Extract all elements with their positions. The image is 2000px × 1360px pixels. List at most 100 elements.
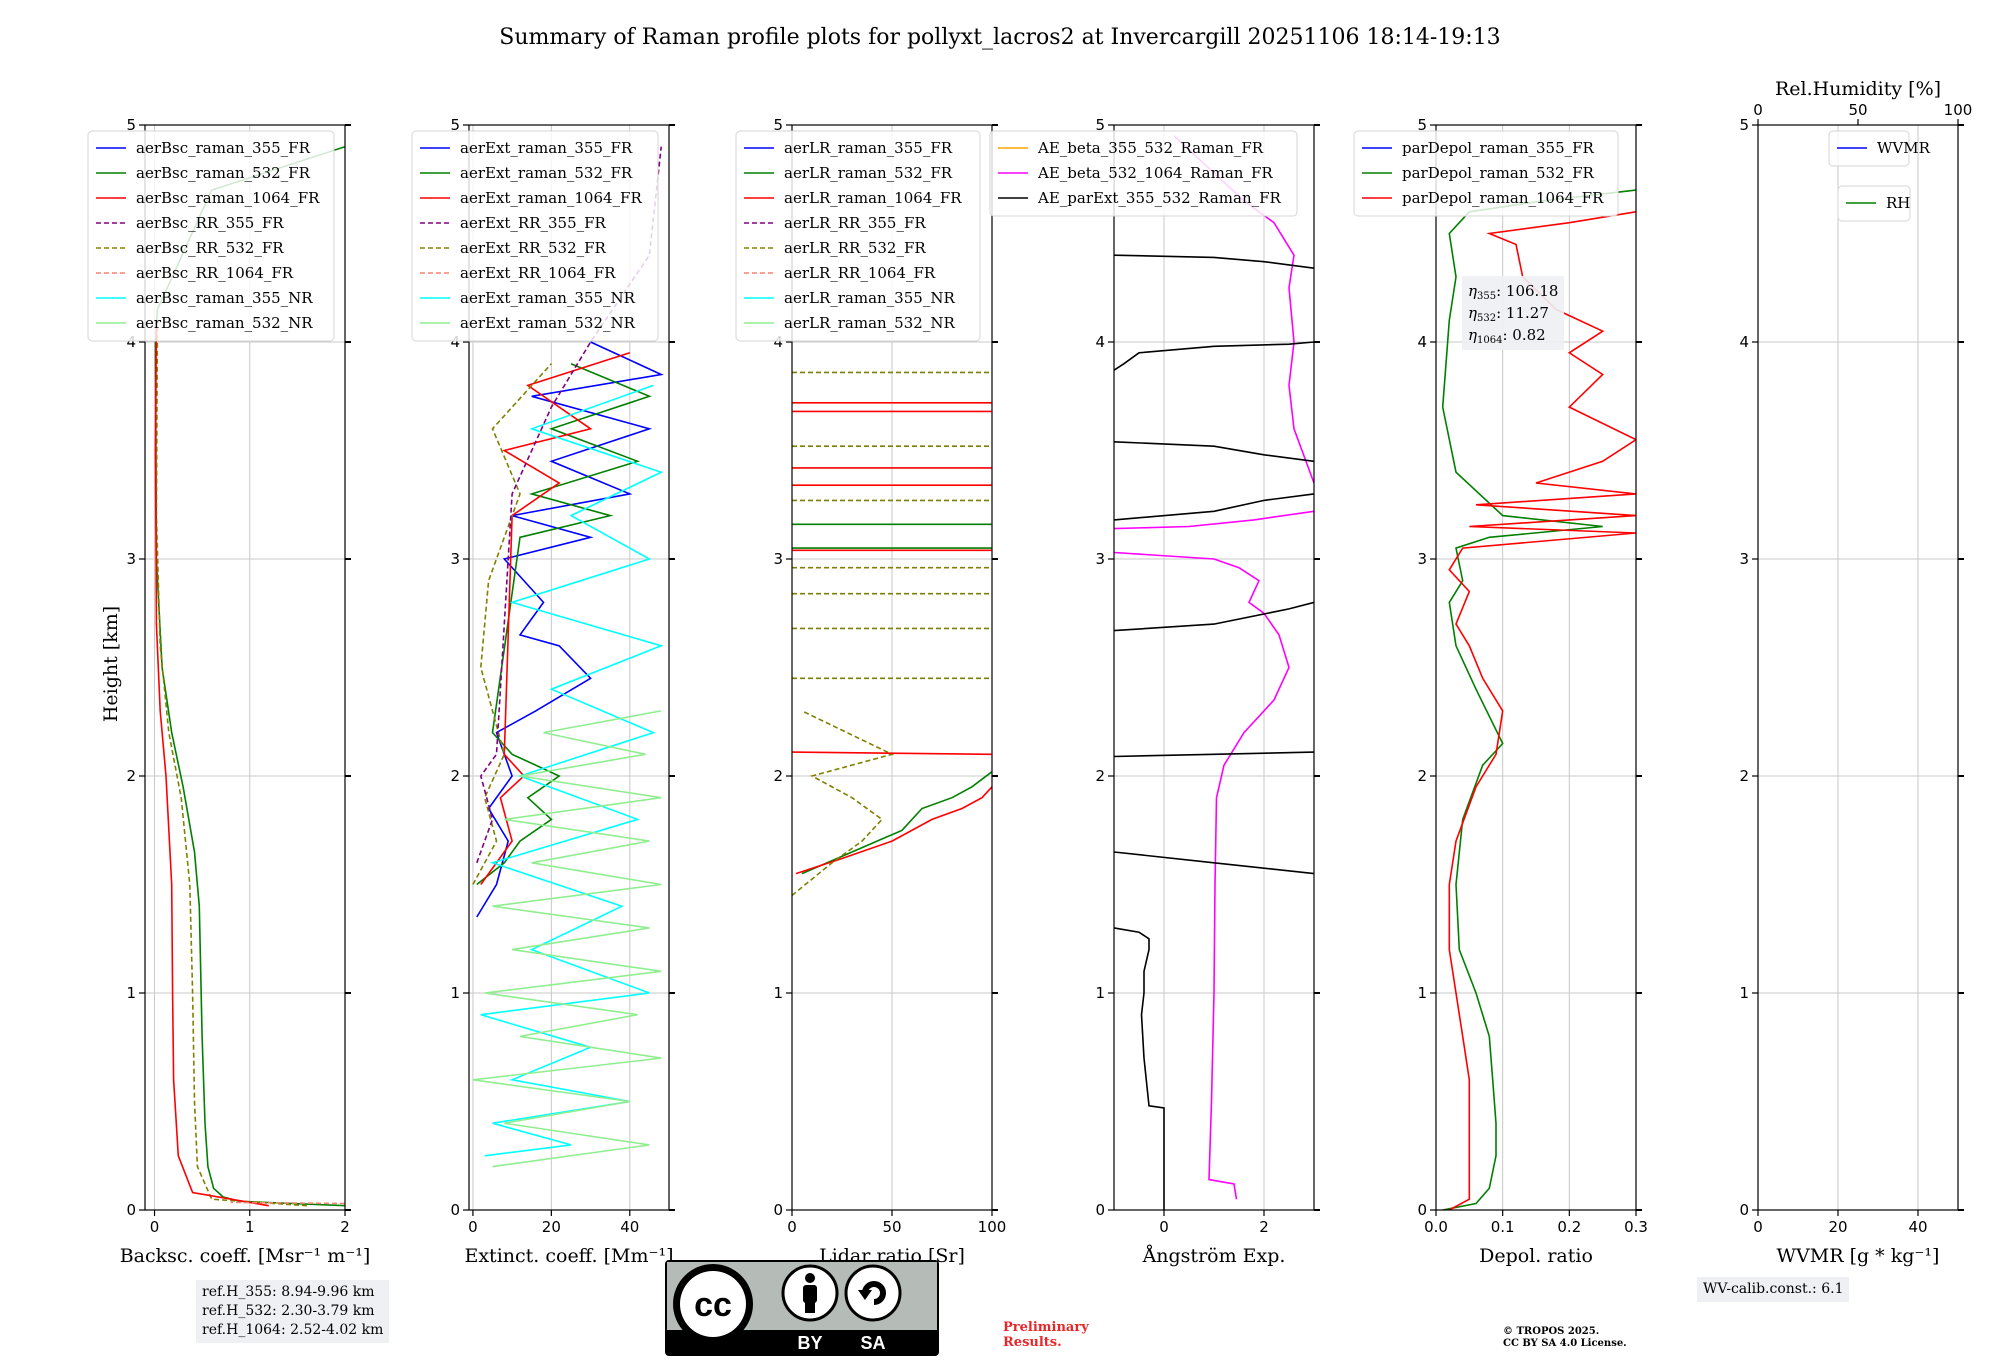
legend-box [411, 130, 659, 342]
x-axis-label: Extinct. coeff. [Mm⁻¹] [464, 1245, 673, 1267]
legend: parDepol_raman_355_FR parDepol_raman_532_… [1353, 130, 1619, 217]
x-axis-label: WVMR [g * kg⁻¹] [1777, 1245, 1940, 1267]
legend: AE_beta_355_532_Raman_FR AE_beta_532_1064… [989, 130, 1298, 217]
legend-label-4: aerExt_RR_532_FR [460, 239, 607, 257]
ytick-label-4: 4 [126, 333, 136, 351]
legend-label-7: aerExt_raman_532_NR [460, 314, 636, 332]
xtick-label-0: 0.0 [1424, 1218, 1448, 1236]
ytick-label-1: 1 [1739, 984, 1749, 1002]
legend-label-1: aerBsc_raman_532_FR [136, 164, 311, 182]
xtick-label-0: 0 [150, 1218, 160, 1236]
xtick-label-1: 50 [882, 1218, 901, 1236]
series-aerLR_raman_1064_FR_h1 [792, 751, 992, 756]
series-group [1441, 189, 1636, 1210]
panel-ae: 0 1 2 3 4 5 0 2 Ångström Exp. AE_beta_355_532_Ram… [989, 116, 1320, 1267]
legend-label-0: aerBsc_raman_355_FR [136, 139, 311, 157]
legend-box [87, 130, 335, 342]
sa-icon [844, 1264, 902, 1322]
ytick-label-2: 2 [1417, 767, 1427, 785]
xtick-label-2: 100 [978, 1218, 1007, 1236]
legend-label-3: aerLR_RR_355_FR [784, 214, 926, 232]
ytick-label-5: 5 [1739, 116, 1749, 134]
series-aerLR_raman_532_FR [801, 771, 992, 875]
series-AE_parExt_seg3 [1114, 751, 1314, 758]
figure-title: Summary of Raman profile plots for polly… [499, 25, 1500, 50]
preliminary-note: Preliminary Results. [1003, 1320, 1089, 1350]
ref-height-1064: ref.H_1064: 2.52-4.02 km [202, 1322, 384, 1338]
ytick-label-4: 4 [1417, 333, 1427, 351]
eta-line-0: η355: 106.18 [1468, 282, 1558, 302]
legend: aerBsc_raman_355_FR aerBsc_raman_532_FRae… [87, 130, 335, 342]
legend-label-0: aerExt_raman_355_FR [460, 139, 633, 157]
legend-label-2: AE_parExt_355_532_Raman_FR [1037, 189, 1282, 207]
series-group [1114, 135, 1314, 1210]
legend-label-1: AE_beta_532_1064_Raman_FR [1037, 164, 1273, 182]
y-axis-label: Height [km] [100, 606, 122, 722]
eta-line-2: η1064: 0.82 [1468, 326, 1546, 346]
top-xtick-label-1: 50 [1848, 101, 1867, 119]
x-axis-label: Depol. ratio [1479, 1245, 1593, 1267]
reference-height-box: ref.H_355: 8.94-9.96 km ref.H_532: 2.30-… [196, 1280, 390, 1343]
series-aerBsc_raman_1064_FR [154, 320, 269, 1207]
x-axis-label: Backsc. coeff. [Msr⁻¹ m⁻¹] [120, 1245, 371, 1267]
series-aerLR_RR_532_FR [792, 710, 895, 897]
ytick-label-1: 1 [450, 984, 460, 1002]
series-AE_parExt_seg6 [1114, 441, 1314, 463]
legend-label-2: aerLR_raman_1064_FR [784, 189, 962, 207]
cc-sa-label: SA [860, 1333, 885, 1353]
eta-line-1: η532: 11.27 [1468, 304, 1549, 324]
legend: aerLR_raman_355_FR aerLR_raman_532_FR aerL… [735, 130, 981, 342]
legend-label-3: aerExt_RR_355_FR [460, 214, 607, 232]
ytick-label-5: 5 [773, 116, 783, 134]
xtick-label-1: 20 [1828, 1218, 1847, 1236]
legend-label-0: aerLR_raman_355_FR [784, 139, 953, 157]
ytick-label-5: 5 [1417, 116, 1427, 134]
ytick-label-3: 3 [1739, 550, 1749, 568]
copyright-note: © TROPOS 2025. CC BY SA 4.0 License. [1503, 1326, 1627, 1350]
series-group [792, 371, 992, 897]
xtick-label-0: 0 [468, 1218, 478, 1236]
legend-label-2: aerExt_raman_1064_FR [460, 189, 642, 207]
by-icon-legs [805, 1300, 815, 1313]
legend-box [735, 130, 981, 342]
series-aerBsc_RR_1064_FR [230, 1201, 345, 1205]
legend-box [989, 130, 1298, 217]
cc-by-label: BY [797, 1333, 822, 1353]
series-AE_parExt_seg2 [1114, 851, 1314, 875]
legend-label-6: aerExt_raman_355_NR [460, 289, 636, 307]
legend: WVMR [1828, 130, 1931, 167]
ref-height-355: ref.H_355: 8.94-9.96 km [202, 1284, 375, 1300]
legend-label-1: aerExt_raman_532_FR [460, 164, 633, 182]
axes-frame [1757, 124, 1959, 1211]
preliminary-line-2: Results. [1003, 1335, 1062, 1350]
axes-frame [1113, 124, 1315, 1211]
xtick-label-0: 0 [1753, 1218, 1763, 1236]
ytick-label-1: 1 [1095, 984, 1105, 1002]
ytick-label-5: 5 [450, 116, 460, 134]
series-AE_parExt_seg5 [1114, 493, 1314, 521]
legend-label-4: aerLR_RR_532_FR [784, 239, 926, 257]
legend-label-2: aerBsc_raman_1064_FR [136, 189, 320, 207]
by-icon-head [805, 1273, 815, 1283]
xtick-label-2: 2 [340, 1218, 350, 1236]
ytick-label-4: 4 [773, 333, 783, 351]
xtick-label-1: 1 [245, 1218, 255, 1236]
panel-depol: 0 1 2 3 4 5 0.0 0.1 0.2 0.3 Depol. ratio parDepol_r… [1353, 116, 1648, 1267]
legend-rh: RH [1837, 185, 1911, 222]
wv-calibration-box: WV-calib.const.: 6.1 [1697, 1277, 1850, 1302]
legend-box [1353, 130, 1619, 217]
legend-label-5: aerLR_RR_1064_FR [784, 264, 936, 282]
legend-label-4: aerBsc_RR_532_FR [136, 239, 284, 257]
sa-icon-arrow [858, 1290, 872, 1300]
cc-circle-inner [680, 1271, 746, 1337]
legend-box [1828, 130, 1910, 167]
xtick-label-1: 0.1 [1491, 1218, 1515, 1236]
series-AE_beta_532_1064_Raman_FR [1114, 551, 1290, 1200]
panel-ext: 0 1 2 3 4 5 0 20 40 Extinct. coeff. [Mm⁻¹] aerExt_… [411, 116, 675, 1267]
series-aerExt_raman_355_FR [476, 341, 664, 918]
legend-label-2: parDepol_raman_1064_FR [1402, 189, 1604, 207]
legend-label-0: RH [1886, 194, 1910, 212]
ytick-label-2: 2 [1095, 767, 1105, 785]
series-AE_parExt_seg7 [1114, 341, 1314, 371]
